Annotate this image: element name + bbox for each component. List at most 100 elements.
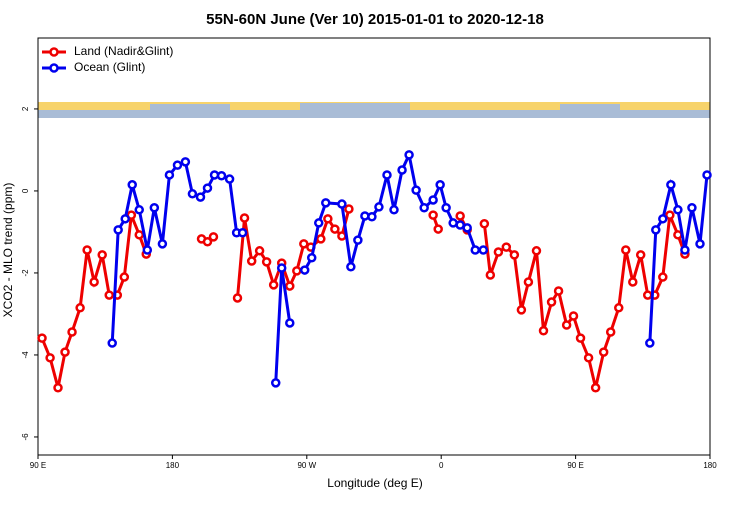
point <box>605 327 616 337</box>
point <box>216 171 227 181</box>
point <box>89 277 99 287</box>
point <box>346 262 356 272</box>
y-tick-label: 0 <box>21 188 30 193</box>
point <box>261 257 272 267</box>
point <box>651 225 661 235</box>
point <box>538 326 549 336</box>
point <box>673 205 683 215</box>
point <box>323 214 333 224</box>
point <box>53 383 63 393</box>
legend-marker <box>49 47 59 57</box>
point <box>134 230 144 240</box>
point <box>635 250 646 260</box>
point <box>172 160 183 170</box>
point <box>614 303 624 313</box>
point <box>702 170 712 180</box>
point <box>254 246 265 256</box>
point <box>306 253 317 263</box>
point <box>485 270 496 280</box>
point <box>313 218 324 228</box>
point <box>404 150 414 160</box>
point <box>142 245 153 255</box>
point <box>441 203 451 213</box>
point <box>568 311 579 321</box>
point <box>367 212 377 222</box>
point <box>107 338 117 348</box>
point <box>246 256 257 266</box>
point <box>195 192 206 202</box>
point <box>428 195 438 205</box>
point <box>45 353 55 363</box>
point <box>292 266 302 276</box>
point <box>509 250 520 260</box>
point <box>276 263 287 273</box>
point <box>37 333 47 343</box>
x-tick-label: 90 E <box>30 461 46 470</box>
plot-frame <box>37 37 711 456</box>
point <box>598 347 609 357</box>
point <box>561 320 572 330</box>
point <box>82 245 92 255</box>
point <box>501 242 512 252</box>
point <box>353 235 363 245</box>
point <box>590 383 601 393</box>
point <box>337 231 347 241</box>
point <box>237 228 248 238</box>
y-tick-label: 2 <box>21 106 30 111</box>
x-tick-label: 180 <box>703 461 717 470</box>
point <box>119 272 130 282</box>
point <box>60 347 70 357</box>
x-axis-label: Longitude (deg E) <box>327 476 422 490</box>
point <box>224 174 235 184</box>
point <box>645 338 655 348</box>
point <box>337 199 347 209</box>
point <box>695 239 705 249</box>
point <box>113 225 123 235</box>
point <box>344 204 354 214</box>
legend-label: Land (Nadir&Glint) <box>74 44 173 58</box>
legend-marker <box>49 63 59 73</box>
x-tick-label: 0 <box>439 461 444 470</box>
point <box>134 205 144 215</box>
point <box>546 297 557 307</box>
point <box>285 281 295 291</box>
y-tick-label: -4 <box>21 351 30 359</box>
point <box>583 353 594 363</box>
point <box>97 250 107 260</box>
point <box>180 157 191 167</box>
point <box>680 245 690 255</box>
point <box>299 265 310 275</box>
point <box>478 245 489 255</box>
point <box>268 280 279 290</box>
point <box>75 303 85 313</box>
point <box>575 333 586 343</box>
point <box>127 180 137 190</box>
point <box>270 378 281 388</box>
point <box>666 180 676 190</box>
legend-label: Ocean (Glint) <box>74 60 145 74</box>
point <box>299 239 309 249</box>
point <box>202 237 213 247</box>
point <box>202 183 213 193</box>
point <box>687 203 697 213</box>
point <box>523 277 534 287</box>
point <box>433 224 443 234</box>
point <box>462 223 472 233</box>
chart-title: 55N-60N June (Ver 10) 2015-01-01 to 2020… <box>206 11 544 28</box>
point <box>67 327 77 337</box>
point <box>208 232 219 242</box>
y-axis-label: XCO2 - MLO trend (ppm) <box>1 183 15 318</box>
point <box>104 290 114 300</box>
point <box>187 189 198 199</box>
point <box>321 198 331 208</box>
point <box>628 277 638 287</box>
x-tick-label: 180 <box>166 461 180 470</box>
y-tick-label: -6 <box>21 433 30 441</box>
point <box>239 213 250 223</box>
point <box>285 318 295 328</box>
point <box>428 210 438 220</box>
point <box>516 305 527 315</box>
point <box>120 214 130 224</box>
point <box>232 293 243 303</box>
point <box>621 245 631 255</box>
